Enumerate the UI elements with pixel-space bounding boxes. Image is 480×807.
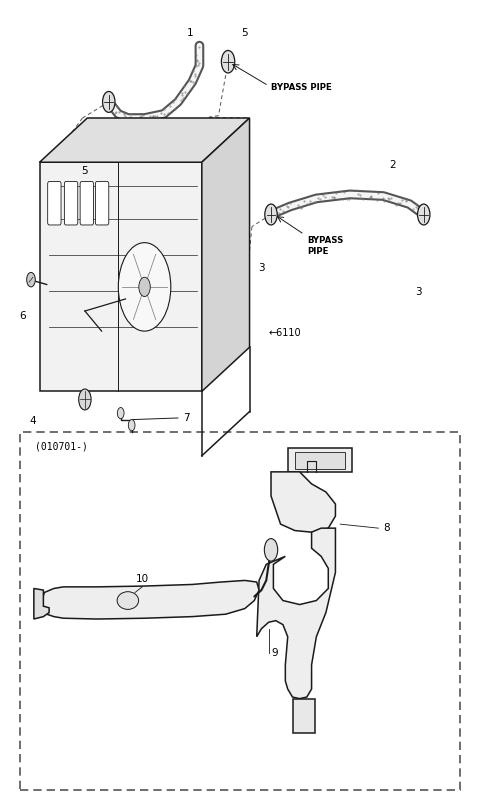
Text: 4: 4 — [29, 416, 36, 425]
Polygon shape — [293, 699, 315, 734]
Text: BYPASS
PIPE: BYPASS PIPE — [307, 236, 343, 256]
FancyBboxPatch shape — [80, 182, 94, 225]
Circle shape — [264, 538, 278, 561]
Text: ←6110: ←6110 — [269, 328, 301, 337]
Text: BYPASS PIPE: BYPASS PIPE — [271, 83, 332, 92]
Text: 5: 5 — [241, 27, 248, 38]
Text: 3: 3 — [416, 286, 422, 297]
FancyBboxPatch shape — [21, 432, 459, 789]
Text: 7: 7 — [183, 413, 189, 423]
Circle shape — [103, 91, 115, 112]
Text: 2: 2 — [389, 161, 396, 170]
Text: 5: 5 — [82, 166, 88, 176]
Circle shape — [221, 51, 235, 73]
Circle shape — [117, 408, 124, 419]
Polygon shape — [39, 118, 250, 162]
Text: 3: 3 — [258, 263, 265, 273]
FancyBboxPatch shape — [96, 182, 109, 225]
Polygon shape — [39, 162, 202, 391]
Circle shape — [118, 243, 171, 331]
Ellipse shape — [117, 592, 139, 609]
Polygon shape — [288, 448, 352, 472]
Polygon shape — [42, 580, 259, 619]
Polygon shape — [271, 472, 336, 532]
Circle shape — [139, 278, 150, 296]
Text: (010701-): (010701-) — [35, 441, 88, 451]
Circle shape — [79, 389, 91, 410]
Circle shape — [128, 420, 135, 431]
FancyBboxPatch shape — [48, 182, 61, 225]
FancyBboxPatch shape — [64, 182, 78, 225]
Text: 9: 9 — [271, 648, 277, 658]
Text: 8: 8 — [383, 523, 390, 533]
Circle shape — [27, 273, 35, 286]
Text: 6: 6 — [20, 311, 26, 321]
Text: 1: 1 — [187, 27, 193, 38]
Polygon shape — [295, 452, 345, 470]
Polygon shape — [202, 118, 250, 391]
Circle shape — [418, 204, 430, 225]
Polygon shape — [257, 528, 336, 699]
Circle shape — [265, 204, 277, 225]
Polygon shape — [34, 588, 49, 619]
Text: 10: 10 — [136, 575, 149, 584]
